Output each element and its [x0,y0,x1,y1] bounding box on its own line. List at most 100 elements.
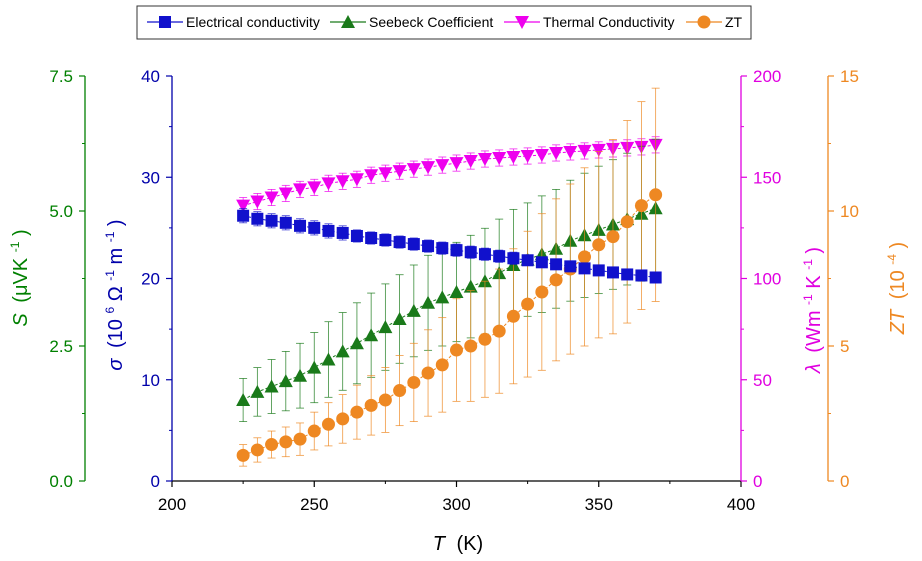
data-point [591,143,606,157]
series-line [242,194,656,456]
legend-item: Electrical conductivity [147,14,320,30]
data-point [606,230,620,244]
data-point [520,149,535,163]
data-point [421,295,436,309]
data-point [592,264,605,277]
data-point [335,175,350,189]
legend-label: ZT [725,14,743,30]
data-point [379,234,392,247]
data-point [364,328,379,342]
data-point [578,262,591,275]
axes: 200 250 300 350 4000.02.55.07.50102030400501… [49,67,859,514]
data-point [236,448,250,462]
zt-title-exp: -4 [885,254,899,265]
series-layer [236,87,663,467]
y-tick-label-zt: 5 [840,337,849,356]
y-tick-label-lambda: 50 [753,371,772,390]
data-point [364,398,378,412]
data-point [649,271,662,284]
data-point [406,303,421,317]
seebeck-title-unit: (μVK [10,257,32,303]
data-point [322,224,335,237]
data-point [478,248,491,261]
data-point [421,366,435,380]
data-point [477,274,492,288]
x-axis-title: T (K) [433,533,483,555]
data-point [365,232,378,244]
data-point [578,250,592,264]
data-point [279,435,293,449]
legend-item: ZT [686,14,743,30]
y-tick-label-sigma: 30 [141,168,160,187]
data-point [278,187,293,201]
x-tick-label: 400 [727,495,755,514]
svg-text:S (μVK -1 ): S (μVK -1 ) [2,229,32,326]
data-point [521,254,534,267]
data-point [506,151,521,164]
lambda-title-exp2: -1 [801,259,815,270]
data-point [393,384,407,398]
zt-title-unit: (10 [887,270,909,299]
data-point [250,443,264,457]
lambda-title-exp1: -1 [801,294,815,305]
legend-item: Seebeck Coefficient [330,14,493,30]
data-point [592,238,606,252]
x-tick-label: 200 [158,495,186,514]
data-point [406,163,421,177]
data-point [464,246,477,259]
data-point [294,219,307,232]
legend-item: Thermal Conductivity [504,14,675,30]
data-point [449,157,464,171]
data-point [251,212,264,225]
svg-text:T (K): T (K) [433,533,483,555]
y-tick-label-zt: 15 [840,67,859,86]
data-point [549,273,563,287]
data-point [264,191,279,205]
data-point [307,181,322,195]
data-point [378,167,393,181]
data-point [506,309,520,323]
data-point [449,285,464,298]
sigma-title-exp2: -1 [103,270,117,281]
data-point [436,242,449,255]
y-tick-label-zt: 10 [840,202,859,221]
series-line [242,144,656,207]
y-tick-label-lambda: 200 [753,67,781,86]
y-axis-title-thermal: λ (Wm -1 K -1 ) [801,247,825,374]
data-point [606,266,619,279]
legend-label: Electrical conductivity [186,14,320,30]
lambda-title-unit: (Wm [803,311,825,353]
data-point [321,177,336,191]
data-point [535,285,549,299]
data-point [236,199,251,213]
y-axis-title-conductivity: σ (10 6 Ω -1 m -1 ) [97,219,127,370]
data-point [407,375,421,389]
y-tick-label-sigma: 0 [151,472,160,491]
data-point [236,393,251,406]
data-point [435,290,450,304]
data-point [549,146,564,160]
y-tick-label-lambda: 150 [753,168,781,187]
data-point [649,188,663,202]
data-point [350,405,364,419]
svg-text:σ (10 6 Ω: σ (10 6 Ω -1 m -1 ) [97,219,127,370]
y-tick-label-S: 0.0 [49,472,73,491]
zt-title-close: ) [887,242,909,249]
data-point [293,368,308,382]
data-point [634,199,648,213]
data-point [278,374,293,388]
sigma-title-close: ) [105,219,127,226]
data-point [336,412,350,426]
series-line [242,207,656,401]
data-point [550,258,563,271]
data-point [422,240,435,253]
sigma-title-unit: (10 [105,319,127,348]
y-tick-label-zt: 0 [840,472,849,491]
y-tick-label-sigma: 10 [141,371,160,390]
y-tick-label-sigma: 40 [141,67,160,86]
data-point [463,155,478,169]
y-tick-label-S: 7.5 [49,67,73,86]
y-axis-title-zt: ZT (10 -4 ) [885,242,909,335]
data-point [563,145,578,159]
data-point [250,195,265,209]
